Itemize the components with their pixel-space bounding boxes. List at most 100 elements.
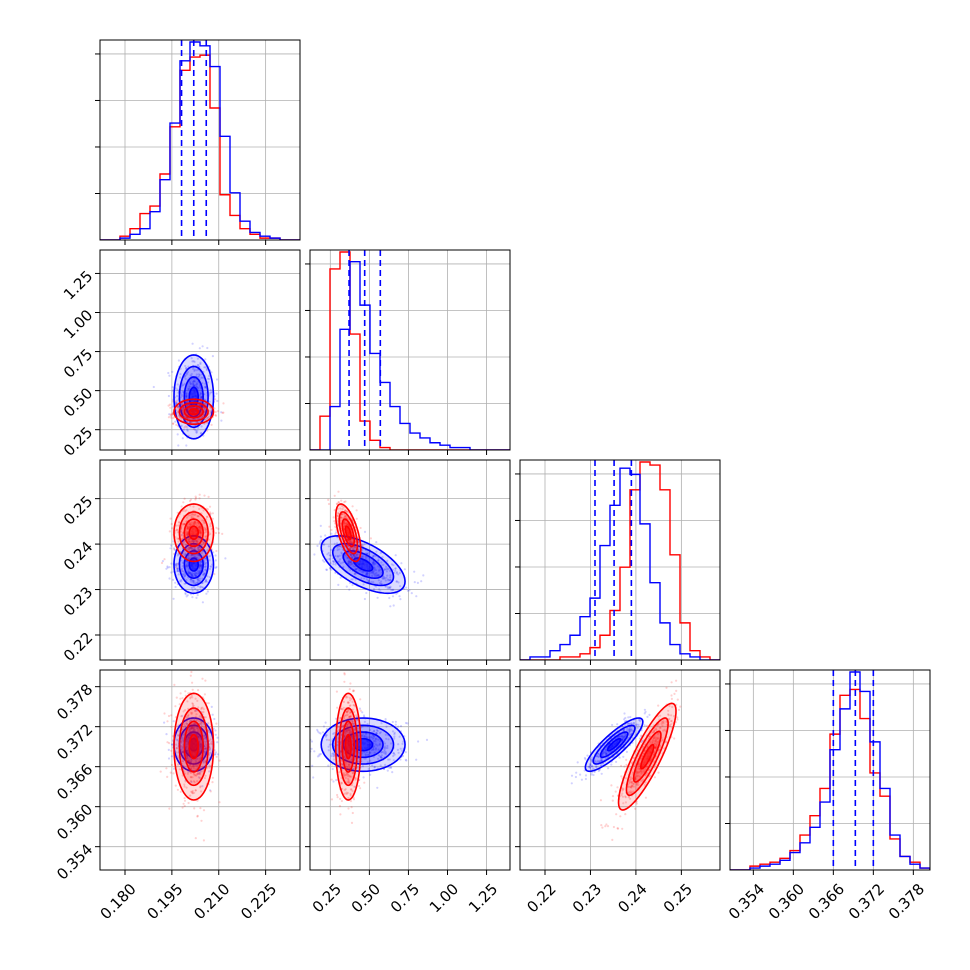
blue-sample-point [341, 561, 344, 564]
blue-sample-point [193, 722, 196, 725]
blue-sample-point [374, 562, 377, 565]
blue-sample-point [176, 570, 180, 573]
red-sample-point [200, 552, 203, 555]
blue-sample-point [206, 377, 209, 380]
red-sample-point [204, 535, 207, 538]
blue-sample-point [392, 604, 395, 607]
blue-sample-point [196, 734, 199, 737]
y-tick-label: 0.25 [60, 423, 96, 459]
blue-sample-point [183, 382, 186, 385]
blue-sample-point [183, 541, 186, 544]
blue-sample-point [394, 554, 397, 557]
red-density-fill [189, 408, 199, 415]
blue-sample-point [197, 546, 200, 549]
red-sample-point [369, 537, 372, 540]
red-sample-point [197, 525, 200, 528]
red-sample-point [182, 723, 185, 726]
blue-sample-point [623, 712, 626, 715]
blue-sample-point [199, 393, 202, 396]
red-sample-point [200, 725, 203, 728]
blue-sample-point [350, 556, 354, 559]
panel-border [309, 459, 511, 661]
blue-sample-point [213, 717, 216, 721]
red-sample-point [196, 553, 199, 556]
blue-sample-point [611, 723, 614, 727]
red-sample-point [186, 527, 189, 530]
blue-sample-point [384, 751, 387, 754]
blue-sample-point [194, 575, 197, 578]
blue-sample-point [191, 342, 194, 345]
red-sample-point [192, 539, 195, 542]
red-sample-point [192, 726, 195, 729]
blue-sample-point [189, 573, 192, 576]
red-sample-point [202, 542, 205, 546]
red-sample-point [356, 718, 359, 721]
red-sample-point [663, 747, 666, 750]
blue-sample-point [193, 369, 196, 372]
blue-sample-point [214, 554, 217, 557]
blue-sample-point [594, 759, 597, 762]
red-sample-point [205, 747, 208, 750]
red-sample-point [330, 778, 333, 781]
blue-sample-point [609, 750, 612, 753]
blue-sample-point [196, 578, 199, 581]
blue-sample-point [200, 564, 203, 568]
blue-sample-point [196, 589, 199, 592]
blue-sample-point [589, 766, 592, 770]
red-sample-point [198, 742, 201, 745]
blue-sample-point [399, 598, 402, 601]
blue-sample-point [615, 760, 618, 764]
blue-sample-point [203, 572, 206, 575]
blue-sample-point [351, 562, 354, 565]
red-sample-point [211, 517, 214, 520]
blue-sample-point [177, 444, 180, 447]
red-sample-point [191, 727, 195, 730]
red-sample-point [179, 697, 182, 700]
blue-sample-point [367, 753, 370, 756]
blue-sample-point [209, 789, 212, 792]
red-sample-point [175, 566, 178, 569]
blue-sample-point [196, 726, 199, 730]
blue-sample-point [330, 568, 333, 571]
blue-sample-point [377, 569, 381, 572]
red-sample-point [209, 523, 212, 526]
blue-sample-point [333, 542, 336, 546]
red-sample-point [342, 700, 345, 704]
blue-sample-point [377, 565, 380, 568]
red-contour [341, 720, 356, 773]
blue-sample-point [380, 754, 383, 757]
blue-sample-point [189, 760, 192, 763]
red-sample-point [349, 540, 353, 544]
blue-sample-point [388, 587, 391, 590]
blue-sample-point [348, 563, 351, 567]
blue-sample-point [204, 580, 207, 584]
red-sample-point [191, 513, 195, 516]
blue-sample-point [205, 592, 208, 595]
blue-sample-point [193, 726, 196, 729]
red-sample-point [349, 553, 353, 557]
red-sample-point [166, 775, 169, 779]
blue-sample-point [362, 776, 365, 779]
red-sample-point [330, 528, 333, 532]
blue-sample-point [208, 748, 211, 752]
blue-sample-point [180, 580, 183, 583]
red-sample-point [336, 514, 339, 518]
red-sample-point [352, 772, 355, 775]
red-sample-point [203, 777, 206, 780]
red-contour [178, 707, 209, 787]
red-sample-point [349, 792, 352, 795]
blue-sample-point [199, 392, 203, 395]
blue-sample-point [574, 775, 578, 779]
blue-sample-point [371, 737, 374, 740]
red-sample-point [186, 532, 189, 535]
blue-sample-point [316, 728, 319, 732]
blue-sample-point [576, 761, 579, 764]
blue-sample-point [621, 735, 625, 738]
blue-sample-point [372, 588, 376, 591]
blue-sample-point [392, 752, 395, 755]
blue-sample-point [361, 711, 364, 714]
blue-sample-point [336, 555, 339, 558]
red-sample-point [173, 548, 176, 551]
blue-sample-point [178, 579, 182, 583]
red-sample-point [196, 540, 199, 543]
